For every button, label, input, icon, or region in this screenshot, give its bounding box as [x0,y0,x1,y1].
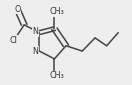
Text: N: N [32,27,38,36]
Text: CH₃: CH₃ [50,7,64,16]
Text: N: N [32,46,38,56]
Text: Cl: Cl [10,36,18,45]
Text: O: O [14,5,20,14]
Text: CH₃: CH₃ [50,71,64,80]
